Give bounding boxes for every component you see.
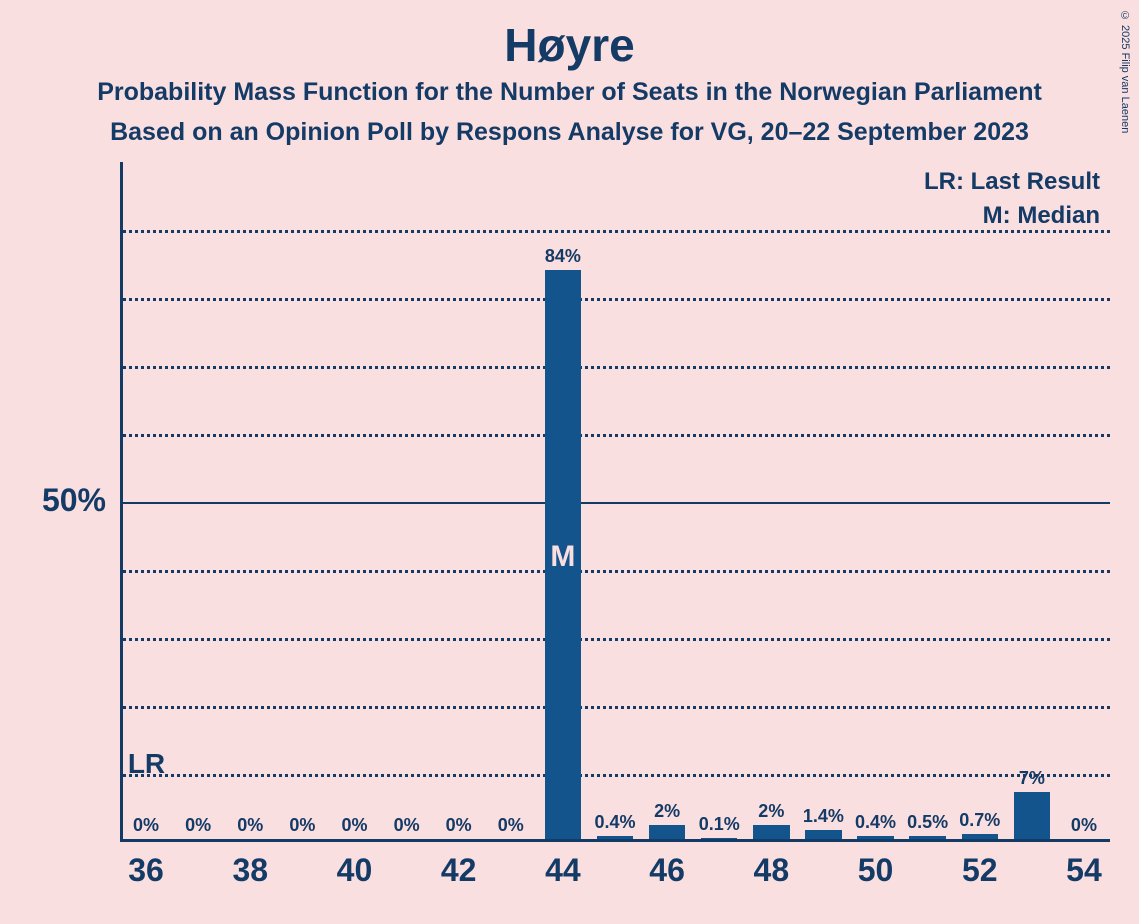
bar-value-label: 0.4% xyxy=(855,812,896,833)
x-tick-label: 36 xyxy=(128,852,164,889)
bar-value-label: 0.5% xyxy=(907,812,948,833)
bar-value-label: 0.7% xyxy=(959,810,1000,831)
bar-value-label: 0% xyxy=(237,815,263,836)
gridline xyxy=(123,298,1110,301)
x-tick-label: 40 xyxy=(337,852,373,889)
copyright-text: © 2025 Filip van Laenen xyxy=(1119,10,1131,133)
x-tick-label: 52 xyxy=(962,852,998,889)
bar-value-label: 2% xyxy=(758,801,784,822)
bar xyxy=(962,834,998,839)
bar xyxy=(1014,792,1050,839)
x-tick-label: 54 xyxy=(1066,852,1102,889)
bar xyxy=(909,836,945,839)
gridline-major xyxy=(123,502,1110,504)
gridline xyxy=(123,434,1110,437)
gridline xyxy=(123,638,1110,641)
x-tick-label: 50 xyxy=(858,852,894,889)
x-tick-label: 38 xyxy=(232,852,268,889)
bar xyxy=(805,830,841,839)
chart-title: Høyre xyxy=(0,18,1139,72)
x-tick-label: 42 xyxy=(441,852,477,889)
last-result-marker: LR xyxy=(128,748,165,780)
x-tick-label: 48 xyxy=(754,852,790,889)
bar-value-label: 0.4% xyxy=(594,812,635,833)
bar-value-label: 0% xyxy=(1071,815,1097,836)
legend-median: M: Median xyxy=(983,202,1100,230)
median-marker: M xyxy=(550,540,575,574)
x-axis xyxy=(120,839,1110,842)
x-tick-label: 46 xyxy=(649,852,685,889)
bar-value-label: 7% xyxy=(1019,768,1045,789)
x-tick-label: 44 xyxy=(545,852,581,889)
gridline xyxy=(123,774,1110,777)
bar-value-label: 0% xyxy=(394,815,420,836)
gridline xyxy=(123,706,1110,709)
chart-subtitle-2: Based on an Opinion Poll by Respons Anal… xyxy=(0,118,1139,147)
legend-lr: LR: Last Result xyxy=(924,168,1100,196)
bar-value-label: 0% xyxy=(498,815,524,836)
bar-value-label: 0% xyxy=(446,815,472,836)
plot-area: 50%0%0%0%0%0%0%0%0%84%M0.4%2%0.1%2%1.4%0… xyxy=(120,162,1110,842)
bar xyxy=(857,836,893,839)
bar-value-label: 0% xyxy=(133,815,159,836)
bar-value-label: 0% xyxy=(341,815,367,836)
chart-subtitle-1: Probability Mass Function for the Number… xyxy=(0,78,1139,107)
bar-value-label: 0% xyxy=(289,815,315,836)
bar xyxy=(701,838,737,839)
bar-value-label: 2% xyxy=(654,801,680,822)
bar xyxy=(753,825,789,839)
gridline xyxy=(123,366,1110,369)
y-axis-label: 50% xyxy=(42,482,106,519)
bar-value-label: 0% xyxy=(185,815,211,836)
gridline xyxy=(123,230,1110,233)
bar-value-label: 84% xyxy=(545,246,581,267)
bar-value-label: 0.1% xyxy=(699,814,740,835)
bar-value-label: 1.4% xyxy=(803,806,844,827)
bar xyxy=(597,836,633,839)
bar xyxy=(649,825,685,839)
gridline xyxy=(123,570,1110,573)
